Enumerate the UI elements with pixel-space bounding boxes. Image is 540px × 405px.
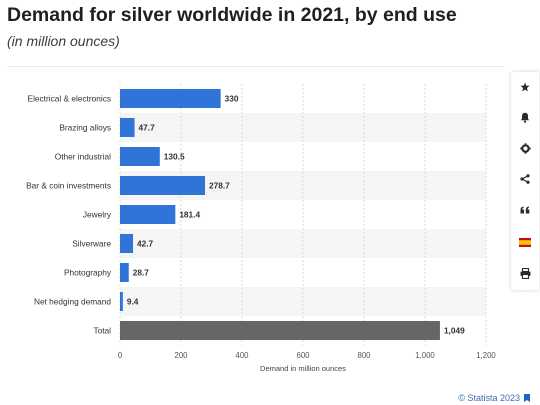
x-tick-label: 400 — [235, 351, 249, 360]
bar — [120, 205, 176, 224]
x-tick-label: 0 — [118, 351, 123, 360]
category-label: Photography — [64, 268, 112, 278]
source-footer[interactable]: © Statista 2023 — [458, 393, 530, 403]
bar — [120, 89, 221, 108]
value-label: 47.7 — [139, 123, 156, 133]
cite-button[interactable] — [511, 199, 539, 221]
statista-flag-icon — [524, 394, 530, 402]
category-label: Other industrial — [55, 152, 111, 162]
chart-title: Demand for silver worldwide in 2021, by … — [7, 4, 457, 26]
bar — [120, 321, 440, 340]
x-tick-label: 1,200 — [476, 351, 496, 360]
value-label: 1,049 — [444, 326, 465, 336]
value-label: 42.7 — [137, 239, 154, 249]
category-label: Net hedging demand — [34, 297, 111, 307]
share-button[interactable] — [511, 168, 539, 190]
bar — [120, 234, 134, 253]
category-label: Brazing alloys — [59, 123, 111, 133]
flag-icon — [519, 237, 531, 247]
value-label: 278.7 — [209, 181, 230, 191]
category-label: Electrical & electronics — [28, 94, 111, 104]
bar-chart: Electrical & electronics 330 Brazing alloy… — [26, 84, 496, 373]
print-icon — [520, 267, 530, 279]
side-toolbar — [511, 72, 539, 290]
source-label[interactable]: © Statista 2023 — [458, 393, 520, 403]
category-label: Silverware — [72, 239, 111, 249]
language-button[interactable] — [511, 231, 539, 253]
notification-button[interactable] — [511, 106, 539, 128]
settings-button[interactable] — [511, 137, 539, 159]
gear-icon — [519, 142, 531, 154]
value-label: 28.7 — [133, 268, 150, 278]
bar — [120, 263, 129, 282]
category-label: Jewelry — [83, 210, 112, 220]
x-tick-label: 800 — [357, 351, 371, 360]
value-label: 181.4 — [179, 210, 200, 220]
x-tick-label: 600 — [296, 351, 310, 360]
print-button[interactable] — [511, 262, 539, 284]
bar — [120, 147, 160, 166]
bell-icon — [520, 112, 530, 123]
star-icon — [520, 82, 530, 92]
x-axis-title: Demand in million ounces — [260, 364, 346, 373]
bar — [120, 176, 206, 195]
chart-subtitle: (in million ounces) — [7, 33, 120, 49]
category-label: Bar & coin investments — [26, 181, 111, 191]
bar — [120, 292, 123, 311]
favorite-button[interactable] — [511, 76, 539, 98]
bar — [120, 118, 135, 137]
share-icon — [520, 174, 530, 184]
value-label: 330 — [225, 94, 239, 104]
x-tick-label: 1,000 — [415, 351, 435, 360]
value-label: 130.5 — [164, 152, 185, 162]
x-tick-label: 200 — [174, 351, 188, 360]
category-label: Total — [93, 326, 111, 336]
value-label: 9.4 — [127, 297, 139, 307]
chart-panel: Electrical & electronics 330 Brazing alloy… — [7, 66, 504, 384]
quote-icon — [520, 206, 530, 214]
